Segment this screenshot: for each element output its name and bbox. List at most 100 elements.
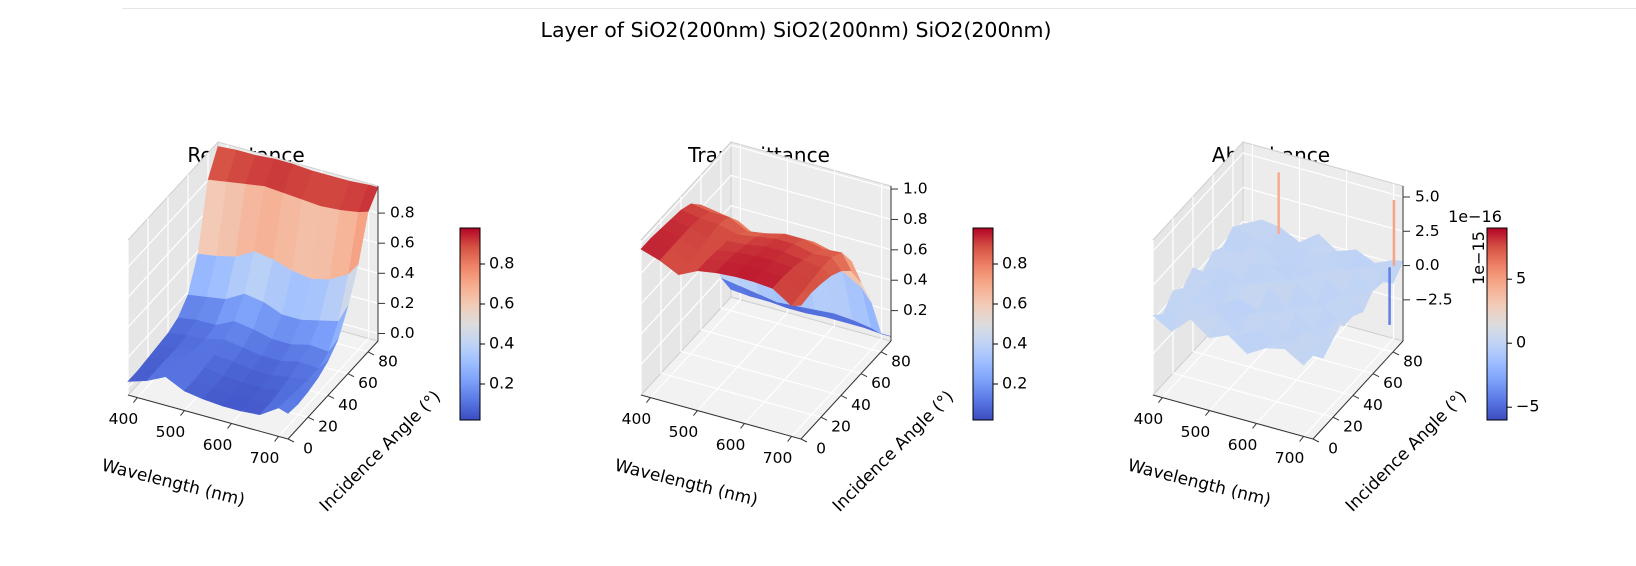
absorbance-zaxis-offset: 1e−15: [1469, 231, 1488, 285]
reflectance-subplot: Reflectance 4005006007000204060800.00.20…: [100, 140, 514, 516]
z-gridline: [1152, 152, 1404, 252]
x-tick: [1158, 397, 1163, 403]
y-tick-label: 40: [1363, 396, 1383, 414]
z-gridline: [640, 144, 892, 244]
y-axis-line: [800, 340, 892, 440]
y-tick: [1392, 351, 1400, 356]
colorbar-tick-label: 0.4: [489, 334, 514, 353]
x-tick: [787, 436, 792, 442]
z-tick-label: 0.0: [390, 324, 415, 342]
absorbance-ylabel: Incidence Angle (°): [1342, 387, 1471, 516]
x-tick: [646, 397, 651, 403]
x-gridline: [649, 144, 742, 398]
y-tick-label: 40: [338, 396, 358, 414]
y-tick-label: 80: [378, 352, 398, 370]
y-tick: [800, 438, 808, 443]
y-tick: [327, 394, 335, 399]
y-tick-label: 0: [1328, 440, 1338, 458]
x-tick: [133, 397, 138, 403]
z-tick-label: 0.6: [903, 240, 928, 258]
colorbar: [972, 227, 994, 421]
y-axis-line: [287, 340, 379, 440]
colorbar-tick-label: −5: [1516, 397, 1540, 416]
colorbar-tick-label: 0.4: [1002, 334, 1027, 353]
y-tick: [367, 351, 375, 356]
z-tick-label: 0.2: [390, 294, 415, 312]
x-tick: [693, 410, 698, 416]
z-tick-label: −2.5: [1415, 290, 1453, 308]
y-gridline: [1172, 218, 1334, 418]
colorbar-tick-label: 0.8: [1002, 254, 1027, 273]
x-tick-label: 400: [622, 410, 652, 428]
colorbar-tick-label: 0.2: [1002, 374, 1027, 393]
y-tick-label: 20: [318, 418, 338, 436]
y-gridline: [720, 152, 882, 353]
x-tick: [1205, 410, 1210, 416]
surface-patch: [1303, 341, 1324, 366]
y-tick-label: 80: [891, 352, 911, 370]
figure-suptitle: Layer of SiO2(200nm) SiO2(200nm) SiO2(20…: [541, 18, 1052, 42]
y-axis-line: [1312, 340, 1404, 440]
absorbance-xlabel: Wavelength (nm): [1126, 456, 1273, 511]
x-gridline: [1256, 170, 1348, 424]
y-tick-label: 0: [303, 440, 313, 458]
y-tick-label: 20: [831, 418, 851, 436]
x-tick: [180, 410, 185, 416]
y-tick: [1372, 373, 1380, 378]
colorbar-tick-label: 0.6: [489, 294, 514, 313]
x-tick-label: 700: [763, 449, 793, 467]
x-tick-label: 500: [669, 423, 699, 441]
z-gridline: [640, 205, 892, 305]
y-tick: [820, 416, 828, 421]
surface-patch: [790, 292, 812, 307]
y-gridline: [1192, 196, 1354, 397]
reflectance-ylabel: Incidence Angle (°): [316, 387, 445, 516]
absorbance-colorbar-offset: 1e−16: [1448, 207, 1502, 226]
x-tick-label: 700: [1275, 449, 1305, 467]
z-tick-label: 0.4: [903, 271, 928, 289]
z-tick-label: 0.6: [390, 234, 415, 252]
transmittance-xlabel: Wavelength (nm): [613, 456, 760, 511]
colorbar-tick-label: 0.6: [1002, 294, 1027, 313]
z-gridline: [1152, 186, 1404, 286]
y-tick: [840, 394, 848, 399]
colorbar: [1486, 227, 1508, 421]
y-tick-label: 60: [871, 374, 891, 392]
transmittance-subplot: Transmittance 4005006007000204060800.20.…: [613, 140, 1027, 516]
x-tick-label: 500: [156, 423, 186, 441]
z-tick-label: 0.4: [390, 264, 415, 282]
y-tick: [1352, 394, 1360, 399]
x-tick-label: 600: [1228, 436, 1258, 454]
colorbar: [459, 227, 481, 421]
x-tick: [1252, 423, 1257, 429]
transmittance-ylabel: Incidence Angle (°): [829, 387, 958, 516]
y-tick: [1312, 438, 1320, 443]
z-tick-label: 0.2: [903, 301, 928, 319]
y-tick: [307, 416, 315, 421]
z-tick-label: 2.5: [1415, 222, 1440, 240]
y-gridline: [660, 218, 822, 418]
y-tick: [1332, 416, 1340, 421]
x-tick-label: 500: [1181, 423, 1211, 441]
y-tick: [860, 373, 868, 378]
colorbar-tick-label: 0: [1516, 333, 1526, 352]
z-tick-label: 5.0: [1415, 187, 1440, 205]
x-axis-line: [127, 394, 289, 440]
y-tick-label: 60: [358, 374, 378, 392]
colorbar-tick-label: 0.2: [489, 374, 514, 393]
x-axis-line: [640, 394, 802, 440]
reflectance-xlabel: Wavelength (nm): [100, 456, 247, 511]
y-tick: [347, 373, 355, 378]
x-tick: [1299, 436, 1304, 442]
absorbance-subplot: Absorbance 400500600700020406080−2.50.02…: [1126, 140, 1540, 516]
x-gridline: [791, 183, 883, 437]
y-tick: [880, 351, 888, 356]
x-gridline: [744, 170, 836, 424]
y-tick-label: 0: [816, 440, 826, 458]
x-tick-label: 600: [203, 436, 233, 454]
z-tick-label: 1.0: [903, 180, 928, 198]
z-tick-label: 0.8: [903, 210, 928, 228]
figure-top-border: [122, 8, 1636, 9]
x-tick-label: 700: [250, 449, 280, 467]
